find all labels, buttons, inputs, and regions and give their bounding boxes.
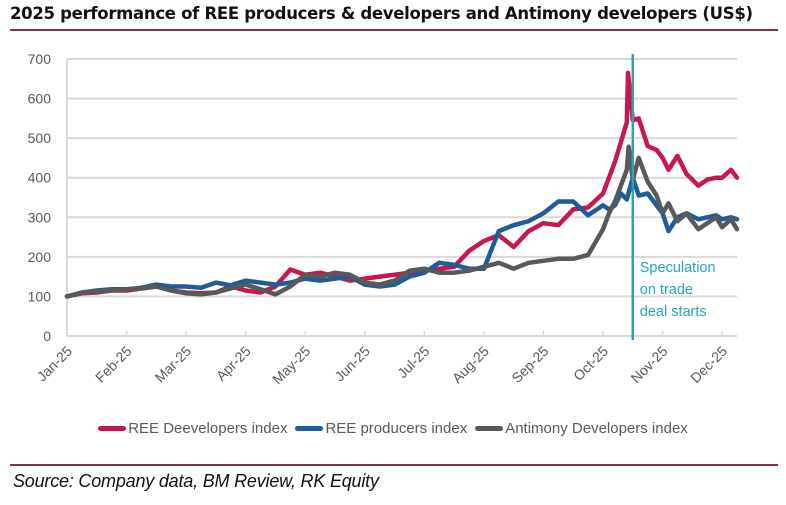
legend-swatch (295, 426, 324, 431)
chart-title: 2025 performance of REE producers & deve… (10, 4, 753, 23)
y-tick-label: 300 (28, 209, 52, 225)
x-tick-label: Nov-25 (627, 343, 670, 386)
series-line-3 (64, 144, 740, 299)
x-tick-label: Feb-25 (92, 343, 135, 386)
y-tick-label: 400 (28, 170, 52, 186)
legend-label: Antimony Developers index (505, 420, 688, 437)
series-line-2 (64, 175, 740, 299)
x-tick-label: Jul-25 (394, 343, 432, 381)
source-note: Source: Company data, BM Review, RK Equi… (13, 471, 379, 491)
legend: REE Deevelopers index REE producers index… (0, 420, 786, 437)
annotation-label: on trade (640, 282, 693, 298)
x-tick-label: Sep-25 (508, 343, 551, 386)
legend-swatch (475, 426, 504, 431)
legend-item: REE producers index (295, 420, 467, 437)
annotation-label: deal starts (640, 304, 707, 320)
x-tick-label: Jun-25 (331, 343, 373, 385)
legend-item: REE Deevelopers index (98, 420, 287, 437)
x-tick-label: Mar-25 (152, 343, 195, 386)
annotation-label: Speculation (640, 260, 716, 276)
y-tick-label: 700 (28, 51, 52, 67)
x-tick-label: Apr-25 (213, 343, 254, 384)
line-chart: 0 100 200 300 400 500 600 700 Jan-25 Feb-25 Mar-25… (28, 51, 740, 387)
legend-swatch (98, 426, 127, 431)
y-tick-label: 600 (28, 91, 52, 107)
y-tick-label: 200 (28, 249, 52, 265)
x-tick-label: Aug-25 (449, 343, 492, 386)
x-tick-label: May-25 (269, 343, 313, 387)
y-tick-label: 500 (28, 130, 52, 146)
legend-item: Antimony Developers index (475, 420, 688, 437)
y-tick-label: 100 (28, 288, 52, 304)
x-tick-label: Jan-25 (34, 343, 76, 385)
y-tick-label: 0 (43, 328, 51, 344)
x-tick-label: Dec-25 (687, 343, 730, 386)
legend-label: REE Deevelopers index (128, 420, 288, 437)
legend-label: REE producers index (325, 420, 468, 437)
title-divider (10, 29, 778, 31)
x-tick-label: Oct-25 (570, 343, 611, 384)
source-divider (10, 464, 778, 466)
